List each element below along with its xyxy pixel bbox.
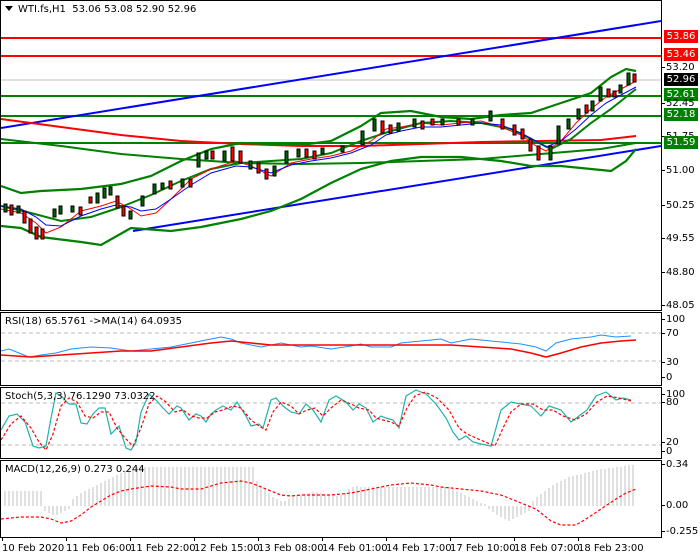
time-label: 13 Feb 08:00 (258, 537, 324, 554)
price-tick: 48.05 (662, 300, 695, 311)
rsi-tick: 70 (662, 328, 679, 339)
level-badge-53-46: 53.46 (664, 48, 698, 61)
rsi-tick: 30 (662, 357, 679, 368)
rsi-label: RSI(18) 65.5761 ->MA(14) 64.0935 (5, 316, 182, 327)
main-chart-panel[interactable]: WTI.fs,H1 53.06 53.08 52.90 52.96 (0, 0, 662, 311)
time-label: 10 Feb 2020 (2, 537, 65, 554)
rsi-tick: 0 (661, 372, 673, 383)
macd-histogram (4, 465, 634, 521)
stoch-tick: 100 (661, 389, 686, 400)
macd-tick: 0.00 (661, 500, 689, 511)
price-tick: 52.45 (662, 98, 695, 109)
symbol-name: WTI.fs,H1 (18, 4, 66, 15)
rsi-canvas (1, 332, 661, 362)
price-tick: 50.25 (662, 200, 695, 211)
macd-panel[interactable]: MACD(12,26,9) 0.273 0.244 (0, 460, 662, 538)
stochastic-axis: 100 80 20 0 (661, 387, 700, 459)
price-chart-canvas (1, 20, 661, 247)
level-badge-53-86: 53.86 (664, 30, 698, 43)
stochastic-canvas (1, 389, 661, 452)
level-badge-52-18: 52.18 (664, 108, 698, 121)
macd-tick: -0.255 (661, 526, 699, 537)
macd-canvas (1, 465, 637, 526)
time-label: 17 Feb 10:00 (450, 537, 516, 554)
current-price-badge: 52.96 (664, 73, 698, 86)
price-axis[interactable]: 53.86 53.46 53.20 52.96 52.61 52.45 52.1… (662, 0, 700, 311)
price-tick: 53.20 (662, 62, 695, 73)
time-label: 12 Feb 15:00 (194, 537, 260, 554)
price-tick: 51.00 (662, 165, 695, 176)
time-label: 14 Feb 01:00 (322, 537, 388, 554)
symbol-header[interactable]: WTI.fs,H1 53.06 53.08 52.90 52.96 (5, 4, 196, 15)
time-label: 18 Feb 07:00 (514, 537, 580, 554)
candles (3, 72, 637, 240)
macd-axis: 0.34 0.00 -0.255 (661, 459, 700, 538)
stoch-tick: 0 (661, 446, 673, 457)
time-label: 11 Feb 06:00 (66, 537, 132, 554)
collapse-triangle-icon[interactable] (5, 6, 13, 11)
rsi-axis: 100 70 30 0 (661, 312, 700, 386)
time-label: 18 Feb 23:00 (578, 537, 644, 554)
time-axis[interactable]: 10 Feb 2020 11 Feb 06:00 11 Feb 22:00 12… (0, 537, 662, 560)
macd-tick: 0.34 (661, 459, 689, 470)
stoch-tick: 80 (662, 397, 679, 408)
macd-label: MACD(12,26,9) 0.273 0.244 (5, 464, 145, 475)
stoch-tick: 20 (662, 437, 679, 448)
rsi-panel[interactable]: RSI(18) 65.5761 ->MA(14) 64.0935 (0, 312, 662, 386)
level-badge-52-61: 52.61 (664, 88, 698, 101)
price-tick: 48.80 (662, 267, 695, 278)
stochastic-panel[interactable]: Stoch(5,3,3) 76.1290 73.0322 (0, 387, 662, 459)
ohlc-values: 53.06 53.08 52.90 52.96 (72, 4, 197, 15)
time-label: 14 Feb 17:00 (386, 537, 452, 554)
level-badge-51-59: 51.59 (664, 136, 698, 149)
stochastic-label: Stoch(5,3,3) 76.1290 73.0322 (5, 391, 156, 402)
time-label: 11 Feb 22:00 (130, 537, 196, 554)
price-tick: 49.55 (662, 233, 695, 244)
rsi-tick: 100 (661, 314, 686, 325)
